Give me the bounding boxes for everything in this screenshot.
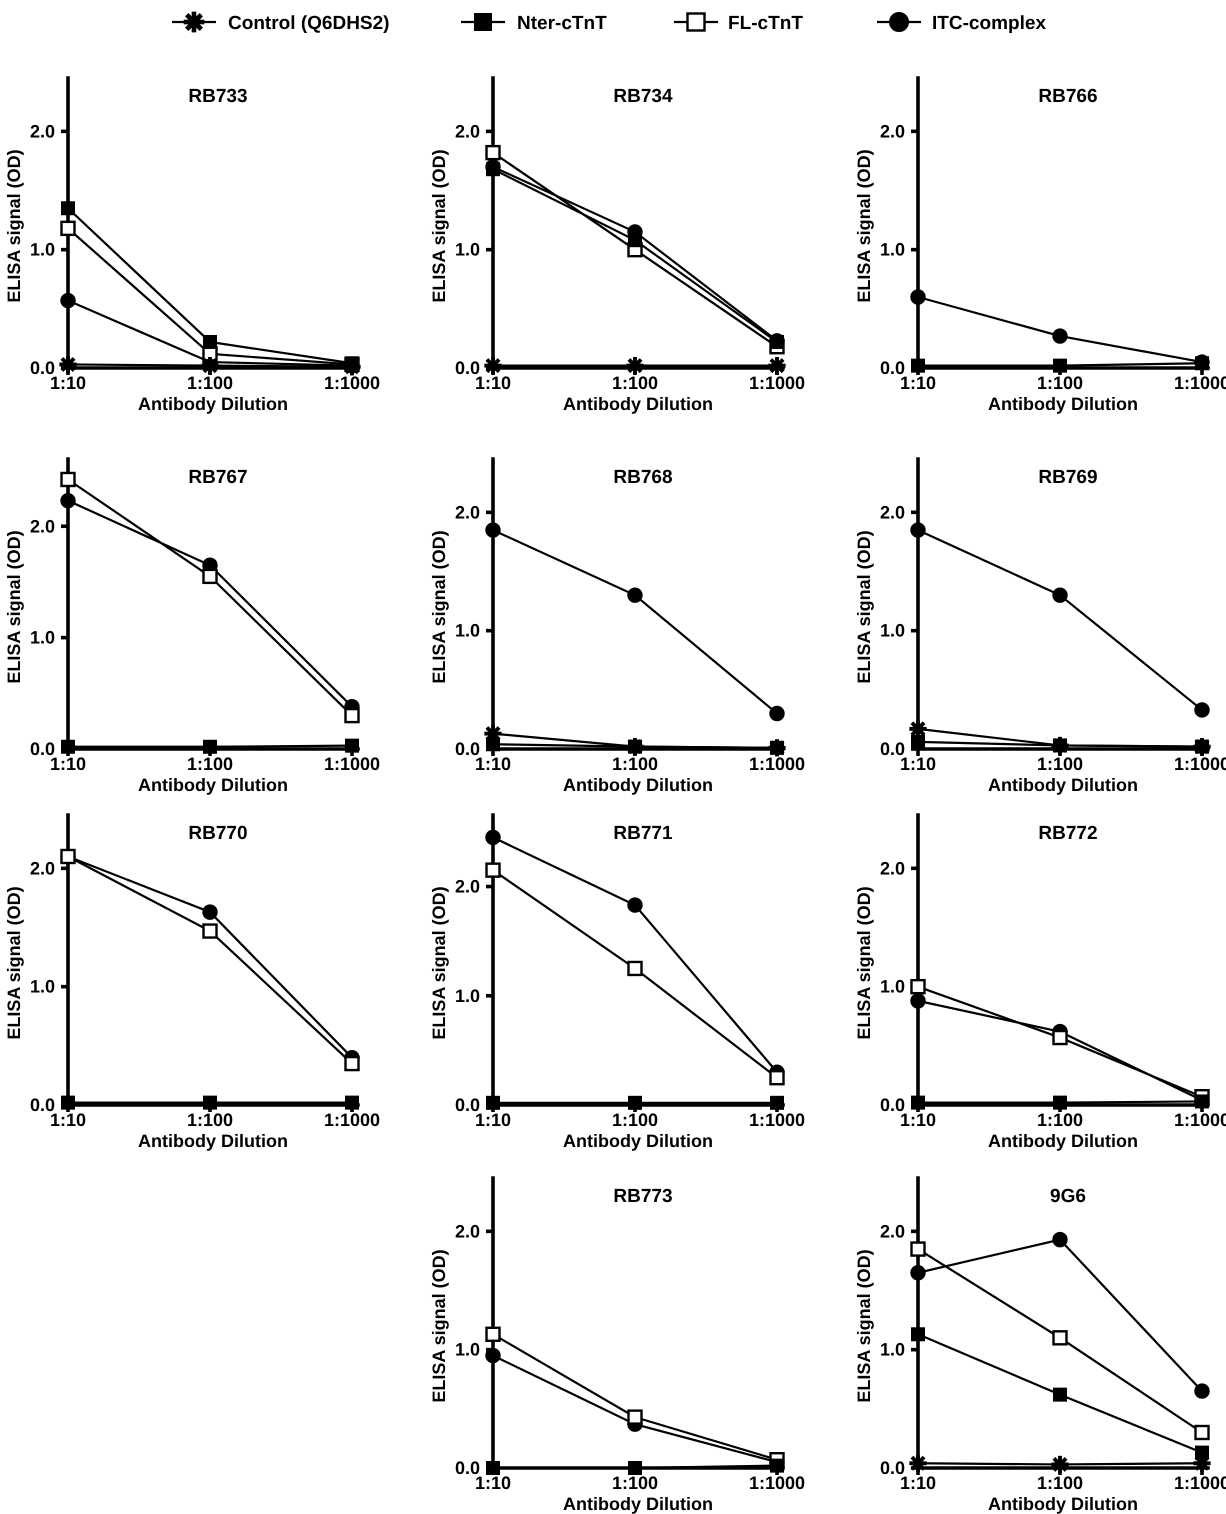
- svg-text:1:10: 1:10: [50, 1110, 86, 1130]
- svg-text:1:10: 1:10: [475, 1473, 511, 1493]
- svg-text:Antibody Dilution: Antibody Dilution: [563, 394, 713, 414]
- svg-text:1.0: 1.0: [30, 977, 55, 997]
- svg-text:1:100: 1:100: [1037, 1473, 1083, 1493]
- svg-text:1:10: 1:10: [900, 373, 936, 393]
- svg-text:RB770: RB770: [188, 823, 247, 844]
- svg-text:2.0: 2.0: [30, 121, 55, 141]
- svg-text:RB768: RB768: [613, 467, 672, 488]
- svg-text:1.0: 1.0: [455, 621, 480, 641]
- svg-text:ELISA signal (OD): ELISA signal (OD): [429, 1249, 449, 1402]
- svg-text:1:100: 1:100: [187, 1110, 233, 1130]
- svg-text:2.0: 2.0: [455, 1221, 480, 1241]
- svg-text:ELISA signal (OD): ELISA signal (OD): [4, 886, 24, 1039]
- svg-text:ELISA signal (OD): ELISA signal (OD): [429, 149, 449, 302]
- svg-text:Antibody Dilution: Antibody Dilution: [988, 1494, 1138, 1514]
- svg-text:1.0: 1.0: [30, 628, 55, 648]
- svg-text:2.0: 2.0: [30, 858, 55, 878]
- svg-text:1.0: 1.0: [880, 977, 905, 997]
- svg-text:RB773: RB773: [613, 1186, 672, 1207]
- svg-text:1:1000: 1:1000: [1174, 754, 1226, 774]
- svg-text:Control (Q6DHS2): Control (Q6DHS2): [228, 13, 390, 34]
- svg-text:1:100: 1:100: [612, 1473, 658, 1493]
- svg-text:1:1000: 1:1000: [324, 754, 380, 774]
- svg-text:1:1000: 1:1000: [324, 373, 380, 393]
- svg-text:RB767: RB767: [188, 467, 247, 488]
- svg-text:2.0: 2.0: [880, 502, 905, 522]
- svg-text:1:100: 1:100: [187, 754, 233, 774]
- svg-text:1:100: 1:100: [1037, 1110, 1083, 1130]
- svg-text:2.0: 2.0: [455, 502, 480, 522]
- svg-text:1:100: 1:100: [187, 373, 233, 393]
- svg-text:ELISA signal (OD): ELISA signal (OD): [854, 1249, 874, 1402]
- svg-text:ELISA signal (OD): ELISA signal (OD): [429, 886, 449, 1039]
- svg-text:1:10: 1:10: [900, 754, 936, 774]
- svg-text:ITC-complex: ITC-complex: [932, 13, 1046, 34]
- svg-text:1:1000: 1:1000: [1174, 373, 1226, 393]
- svg-text:2.0: 2.0: [880, 121, 905, 141]
- svg-text:RB771: RB771: [613, 823, 673, 844]
- svg-text:ELISA signal (OD): ELISA signal (OD): [4, 149, 24, 302]
- svg-text:9G6: 9G6: [1050, 1186, 1086, 1207]
- svg-text:2.0: 2.0: [455, 121, 480, 141]
- svg-text:1:1000: 1:1000: [1174, 1110, 1226, 1130]
- svg-text:1.0: 1.0: [455, 1340, 480, 1360]
- svg-text:Antibody Dilution: Antibody Dilution: [988, 394, 1138, 414]
- svg-text:1:100: 1:100: [612, 373, 658, 393]
- svg-text:2.0: 2.0: [30, 516, 55, 536]
- svg-text:1:100: 1:100: [1037, 754, 1083, 774]
- svg-text:1.0: 1.0: [880, 621, 905, 641]
- svg-text:1:10: 1:10: [475, 1110, 511, 1130]
- svg-text:1.0: 1.0: [455, 240, 480, 260]
- svg-text:RB772: RB772: [1038, 823, 1097, 844]
- svg-text:ELISA signal (OD): ELISA signal (OD): [854, 530, 874, 683]
- svg-text:ELISA signal (OD): ELISA signal (OD): [4, 530, 24, 683]
- svg-text:1.0: 1.0: [30, 240, 55, 260]
- svg-text:1:10: 1:10: [50, 754, 86, 774]
- svg-text:1:1000: 1:1000: [749, 754, 805, 774]
- svg-text:ELISA signal (OD): ELISA signal (OD): [854, 886, 874, 1039]
- svg-text:ELISA signal (OD): ELISA signal (OD): [854, 149, 874, 302]
- svg-text:1:1000: 1:1000: [1174, 1473, 1226, 1493]
- svg-text:2.0: 2.0: [455, 877, 480, 897]
- svg-text:1.0: 1.0: [455, 986, 480, 1006]
- svg-text:1:10: 1:10: [475, 373, 511, 393]
- svg-text:1:10: 1:10: [475, 754, 511, 774]
- svg-text:1.0: 1.0: [880, 1340, 905, 1360]
- svg-text:1:1000: 1:1000: [324, 1110, 380, 1130]
- svg-text:1:1000: 1:1000: [749, 373, 805, 393]
- svg-text:1:100: 1:100: [1037, 373, 1083, 393]
- svg-text:ELISA signal (OD): ELISA signal (OD): [429, 530, 449, 683]
- svg-text:1:10: 1:10: [900, 1473, 936, 1493]
- svg-text:1:1000: 1:1000: [749, 1110, 805, 1130]
- svg-text:1.0: 1.0: [880, 240, 905, 260]
- svg-text:1:100: 1:100: [612, 754, 658, 774]
- svg-text:2.0: 2.0: [880, 1221, 905, 1241]
- svg-text:RB733: RB733: [188, 86, 247, 107]
- svg-text:RB734: RB734: [613, 86, 673, 107]
- svg-text:Antibody Dilution: Antibody Dilution: [138, 394, 288, 414]
- svg-text:Nter-cTnT: Nter-cTnT: [517, 13, 607, 34]
- svg-text:FL-cTnT: FL-cTnT: [728, 13, 803, 34]
- svg-text:RB766: RB766: [1038, 86, 1097, 107]
- svg-text:Antibody Dilution: Antibody Dilution: [563, 1494, 713, 1514]
- svg-text:RB769: RB769: [1038, 467, 1097, 488]
- svg-text:2.0: 2.0: [880, 858, 905, 878]
- svg-text:1:10: 1:10: [50, 373, 86, 393]
- svg-text:1:100: 1:100: [612, 1110, 658, 1130]
- svg-text:1:1000: 1:1000: [749, 1473, 805, 1493]
- svg-text:Antibody Dilution: Antibody Dilution: [138, 1131, 288, 1151]
- svg-text:1:10: 1:10: [900, 1110, 936, 1130]
